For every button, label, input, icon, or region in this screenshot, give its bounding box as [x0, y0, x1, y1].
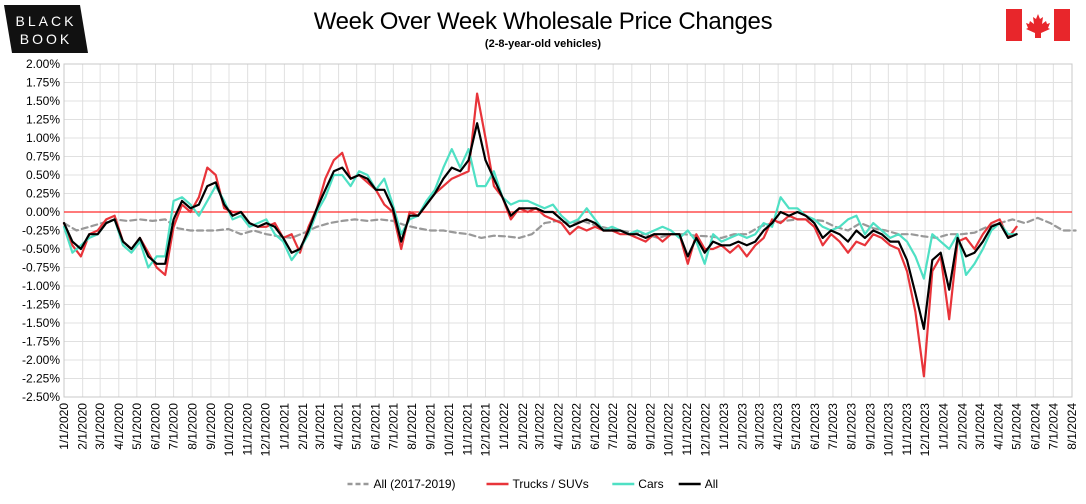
x-tick-label: 4/1/2020 — [112, 403, 126, 450]
x-tick-label: 10/1/2020 — [222, 403, 236, 457]
axis-layer: 2.00% 1.75% 1.50% 1.25% 1.00% 0.75% 0.50% 0.25%… — [22, 57, 1079, 456]
y-tick-label: -1.00% — [22, 279, 60, 293]
x-tick-label: 8/1/2023 — [845, 403, 859, 450]
x-tick-label: 7/1/2020 — [167, 403, 181, 450]
y-tick-label: 0.75% — [26, 150, 60, 164]
x-tick-label: 2/1/2024 — [955, 403, 969, 450]
x-tick-label: 3/1/2020 — [93, 403, 107, 450]
chart-subtitle: (2-8-year-old vehicles) — [484, 38, 602, 50]
x-tick-label: 8/1/2024 — [1065, 403, 1079, 450]
y-tick-label: 0.25% — [26, 187, 60, 201]
x-tick-label: 6/1/2023 — [808, 403, 822, 450]
x-tick-label: 1/1/2022 — [497, 403, 511, 450]
x-tick-label: 8/1/2021 — [405, 403, 419, 450]
series-line-3 — [62, 122, 1018, 330]
x-tick-label: 1/1/2024 — [937, 403, 951, 450]
x-tick-label: 5/1/2024 — [1010, 403, 1024, 450]
x-tick-label: 9/1/2021 — [424, 403, 438, 450]
x-tick-label: 11/1/2023 — [900, 403, 914, 456]
x-tick-label: 12/1/2021 — [479, 403, 493, 457]
y-tick-label: 0.00% — [26, 205, 60, 219]
plot-border — [63, 63, 1073, 398]
canada-flag-icon — [1006, 9, 1070, 41]
series-layer — [62, 92, 1077, 378]
x-tick-label: 10/1/2023 — [881, 403, 895, 457]
x-tick-label: 11/1/2021 — [460, 403, 474, 456]
y-tick-label: -1.25% — [22, 298, 60, 312]
y-tick-label: -1.75% — [22, 335, 60, 349]
x-tick-label: 4/1/2022 — [551, 403, 565, 450]
legend-label-0: All (2017-2019) — [374, 477, 456, 491]
x-tick-label: 9/1/2020 — [204, 403, 218, 450]
x-tick-label: 6/1/2022 — [588, 403, 602, 450]
x-tick-label: 5/1/2023 — [789, 403, 803, 450]
legend: All (2017-2019) Trucks / SUVs Cars All — [347, 477, 718, 491]
y-tick-label: 1.50% — [26, 94, 60, 108]
legend-label-3: All — [705, 477, 718, 491]
x-tick-label: 12/1/2022 — [698, 403, 712, 457]
y-tick-label: -0.50% — [22, 242, 60, 256]
x-tick-label: 4/1/2023 — [771, 403, 785, 450]
x-tick-label: 9/1/2022 — [643, 403, 657, 450]
y-tick-label: 1.25% — [26, 113, 60, 127]
x-tick-label: 2/1/2021 — [296, 403, 310, 450]
x-tick-label: 4/1/2021 — [332, 403, 346, 450]
black-book-logo: BLACK BOOK — [4, 5, 88, 53]
x-tick-label: 3/1/2023 — [752, 403, 766, 450]
y-tick-label: -0.75% — [22, 261, 60, 275]
x-tick-label: 2/1/2022 — [516, 403, 530, 450]
y-tick-label: -0.25% — [22, 224, 60, 238]
legend-label-2: Cars — [638, 477, 663, 491]
y-tick-label: -1.50% — [22, 316, 60, 330]
x-tick-label: 5/1/2021 — [350, 403, 364, 450]
series-line-1 — [62, 92, 1018, 378]
x-tick-label: 3/1/2024 — [973, 403, 987, 450]
y-tick-label: 1.75% — [26, 76, 60, 90]
x-tick-label: 1/1/2023 — [717, 403, 731, 450]
x-tick-label: 11/1/2022 — [680, 403, 694, 456]
x-tick-label: 7/1/2023 — [826, 403, 840, 450]
x-tick-label: 9/1/2023 — [863, 403, 877, 450]
x-tick-label: 5/1/2020 — [130, 403, 144, 450]
x-tick-label: 11/1/2020 — [241, 403, 255, 456]
x-tick-label: 8/1/2020 — [185, 403, 199, 450]
x-tick-label: 10/1/2022 — [662, 403, 676, 457]
x-tick-label: 12/1/2020 — [259, 403, 273, 457]
x-tick-label: 3/1/2022 — [533, 403, 547, 450]
x-tick-label: 2/1/2023 — [736, 403, 750, 450]
y-tick-label: 0.50% — [26, 168, 60, 182]
x-tick-label: 6/1/2021 — [368, 403, 382, 450]
y-tick-label: -2.50% — [22, 390, 60, 404]
x-tick-label: 5/1/2022 — [569, 403, 583, 450]
y-tick-label: -2.25% — [22, 372, 60, 386]
y-tick-label: -2.00% — [22, 353, 60, 367]
x-tick-label: 7/1/2021 — [386, 403, 400, 450]
legend-label-1: Trucks / SUVs — [513, 477, 589, 491]
x-tick-label: 3/1/2021 — [313, 403, 327, 450]
x-tick-label: 2/1/2020 — [76, 403, 90, 450]
x-tick-label: 7/1/2022 — [606, 403, 620, 450]
logo-text-line1: BLACK — [16, 13, 77, 29]
x-tick-label: 7/1/2024 — [1046, 403, 1060, 450]
x-tick-label: 4/1/2024 — [992, 403, 1006, 450]
x-tick-label: 8/1/2022 — [625, 403, 639, 450]
x-tick-label: 1/1/2020 — [57, 403, 71, 450]
x-tick-label: 1/1/2021 — [277, 403, 291, 450]
x-tick-label: 12/1/2023 — [918, 403, 932, 457]
chart-title: Week Over Week Wholesale Price Changes — [313, 8, 773, 35]
x-tick-label: 10/1/2021 — [442, 403, 456, 457]
x-tick-label: 6/1/2024 — [1028, 403, 1042, 450]
x-tick-label: 6/1/2020 — [149, 403, 163, 450]
y-tick-label: 2.00% — [26, 57, 60, 71]
logo-text-line2: BOOK — [20, 31, 72, 47]
y-tick-label: 1.00% — [26, 131, 60, 145]
